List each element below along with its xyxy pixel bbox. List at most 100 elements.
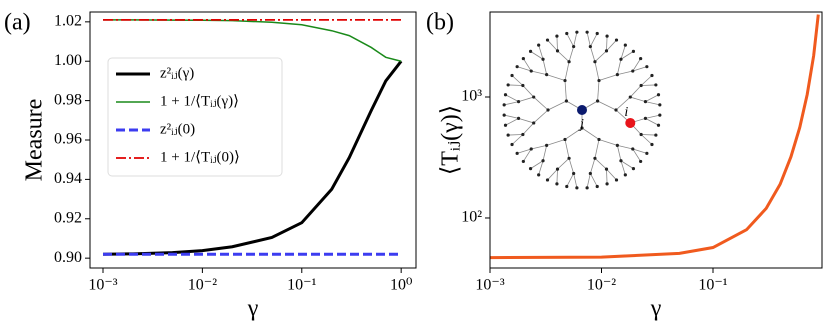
tree-node bbox=[623, 43, 627, 47]
tree-node bbox=[541, 159, 545, 163]
tree-edge bbox=[640, 134, 653, 145]
tree-node bbox=[510, 142, 514, 147]
tree-node bbox=[605, 34, 609, 38]
plot-frame bbox=[489, 11, 823, 269]
series-line bbox=[102, 60, 403, 256]
tree-node bbox=[565, 184, 569, 189]
plot-area bbox=[102, 18, 403, 256]
tree-node bbox=[545, 143, 549, 147]
tree-node bbox=[597, 137, 601, 142]
tree-node bbox=[650, 142, 654, 147]
x-axis-label: γ bbox=[650, 296, 662, 322]
tree-edge bbox=[557, 158, 570, 170]
tree-node bbox=[588, 171, 592, 176]
tree-edge bbox=[586, 32, 591, 47]
tree-edge bbox=[589, 33, 598, 47]
tree-edge bbox=[606, 39, 617, 52]
tree-edge bbox=[645, 114, 660, 119]
tree-edge bbox=[617, 70, 633, 76]
tree-edge bbox=[547, 39, 558, 52]
tree-edge bbox=[564, 80, 567, 102]
tree-node bbox=[631, 49, 636, 53]
tree-node bbox=[516, 100, 521, 104]
panel-label: (b) bbox=[426, 10, 454, 36]
tree-edge bbox=[568, 46, 575, 62]
tree-node bbox=[555, 34, 559, 38]
tree-node bbox=[656, 93, 661, 97]
tree-node bbox=[572, 44, 576, 49]
tree-edge bbox=[546, 74, 566, 81]
tree-edge bbox=[630, 96, 646, 103]
tree-edge bbox=[641, 84, 656, 86]
tree-edge bbox=[530, 160, 544, 169]
tree-node bbox=[545, 38, 550, 42]
tree-edge bbox=[511, 134, 524, 145]
tree-edge bbox=[557, 50, 570, 62]
tree-node bbox=[541, 57, 545, 61]
tree-edge bbox=[504, 101, 519, 106]
tree-node bbox=[515, 65, 519, 69]
tree-node bbox=[597, 78, 601, 83]
tree-edge bbox=[573, 32, 578, 47]
tree-node bbox=[545, 178, 550, 182]
tree-node bbox=[631, 167, 636, 171]
plot-frame bbox=[89, 11, 417, 269]
tree-node bbox=[515, 151, 519, 155]
y-tick-label: 0.92 bbox=[54, 209, 82, 226]
y-tick-label: 0.90 bbox=[54, 249, 82, 266]
tree-edge bbox=[522, 122, 534, 135]
tree-node bbox=[639, 159, 643, 164]
x-tick-label: 10⁻³ bbox=[88, 277, 117, 294]
tree-edge bbox=[533, 96, 549, 111]
x-tick-label: 10⁻² bbox=[587, 277, 616, 294]
tree-node bbox=[593, 156, 597, 160]
tree-edge bbox=[517, 148, 532, 154]
tree-node bbox=[595, 31, 599, 36]
tree-edge bbox=[581, 127, 600, 140]
tree-node bbox=[563, 137, 567, 142]
tree-edge bbox=[589, 173, 598, 187]
tree-node bbox=[639, 132, 643, 137]
tree-edge bbox=[620, 160, 626, 175]
tree-edge bbox=[594, 158, 607, 170]
tree-node bbox=[614, 108, 618, 112]
tree-edge bbox=[606, 168, 617, 181]
tree-node bbox=[645, 65, 649, 69]
tree-node bbox=[595, 99, 600, 103]
tree-edge bbox=[531, 144, 547, 150]
tree-node bbox=[575, 30, 579, 34]
tree-node bbox=[546, 108, 550, 112]
tree-node bbox=[529, 69, 533, 73]
tree-node bbox=[502, 113, 506, 117]
tree-edge bbox=[508, 84, 523, 86]
legend-label: 1 + 1/⟨Tᵢⱼ(γ)⟩ bbox=[160, 93, 239, 109]
x-tick-label: 10⁻¹ bbox=[287, 277, 316, 294]
tree-edge bbox=[620, 45, 626, 60]
tree-node bbox=[506, 133, 510, 137]
tree-edge bbox=[586, 173, 591, 188]
tree-node bbox=[564, 99, 569, 103]
tree-edge bbox=[533, 109, 549, 124]
tree-edge bbox=[564, 139, 570, 159]
tree-edge bbox=[538, 160, 544, 175]
tree-node bbox=[656, 123, 661, 127]
tree-node bbox=[631, 69, 635, 73]
tree-node bbox=[537, 43, 541, 47]
tree-edge bbox=[645, 101, 660, 106]
tree-edge bbox=[632, 58, 641, 72]
tree-edge bbox=[594, 139, 600, 159]
tree-edge bbox=[568, 158, 575, 174]
tree-edge bbox=[556, 169, 558, 184]
tree-edge bbox=[616, 145, 622, 161]
tree-edge bbox=[620, 160, 634, 169]
tree-edge bbox=[530, 51, 544, 60]
tree-node bbox=[650, 73, 654, 78]
tree-node bbox=[521, 83, 525, 88]
tree-edge bbox=[556, 36, 558, 51]
tree-node bbox=[567, 60, 571, 64]
tree-edge bbox=[641, 134, 656, 136]
tree-edge bbox=[598, 74, 618, 81]
tree-node bbox=[614, 38, 619, 42]
tree-edge bbox=[632, 148, 641, 162]
tree-node bbox=[510, 73, 514, 78]
